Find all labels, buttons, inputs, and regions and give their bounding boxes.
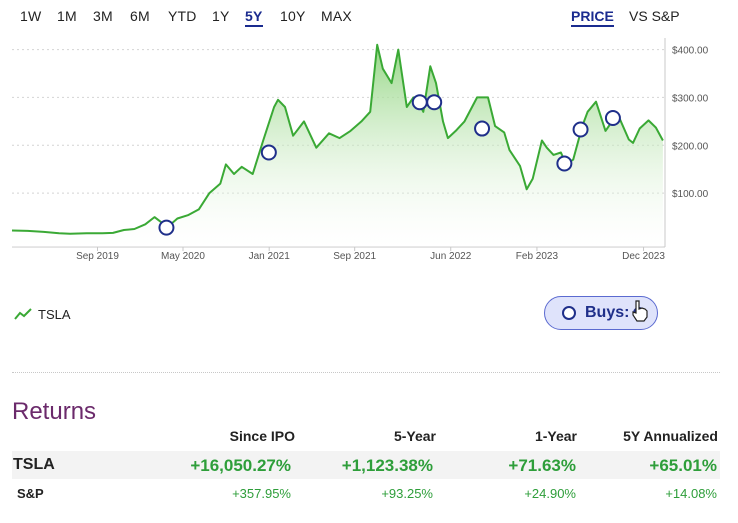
- x-tick-label: Jun 2022: [430, 251, 472, 262]
- sp-5y-annualized: +14.08%: [665, 486, 717, 501]
- section-divider: [12, 372, 720, 373]
- line-chart-icon: [14, 308, 32, 320]
- col-5-year: 5-Year: [393, 428, 436, 444]
- chart-legend: TSLA: [14, 305, 71, 323]
- row-name-tsla: TSLA: [13, 456, 55, 473]
- range-max-button[interactable]: MAX: [321, 8, 352, 24]
- buy-marker: [572, 121, 589, 138]
- range-1y-button[interactable]: 1Y: [212, 8, 230, 24]
- buy-marker: [604, 110, 621, 127]
- x-tick-label: Sep 2021: [333, 251, 376, 262]
- buy-marker: [426, 94, 443, 111]
- x-tick-label: Sep 2019: [76, 251, 119, 262]
- range-ytd-button[interactable]: YTD: [168, 8, 197, 24]
- buy-marker-icon: [562, 306, 576, 320]
- x-tick-label: May 2020: [161, 251, 205, 262]
- range-1w-button[interactable]: 1W: [20, 8, 42, 24]
- sp-since-ipo: +357.95%: [232, 486, 291, 501]
- range-3m-button[interactable]: 3M: [93, 8, 113, 24]
- tsla-1-year: +71.63%: [508, 456, 576, 475]
- buy-marker: [158, 219, 175, 236]
- range-10y-button[interactable]: 10Y: [280, 8, 306, 24]
- buy-marker: [411, 94, 428, 111]
- sp-5-year: +93.25%: [381, 486, 433, 501]
- tsla-5y-annualized: +65.01%: [649, 456, 717, 475]
- hand-cursor-icon: [632, 300, 648, 322]
- y-tick-label: $200.00: [672, 141, 709, 152]
- buys-label: Buys:: [585, 304, 630, 321]
- legend-label: TSLA: [38, 306, 71, 322]
- range-1m-button[interactable]: 1M: [57, 8, 77, 24]
- y-tick-label: $400.00: [672, 46, 709, 57]
- col-since-ipo: Since IPO: [229, 428, 295, 444]
- returns-heading: Returns: [12, 398, 97, 425]
- tsla-5-year: +1,123.38%: [341, 456, 433, 475]
- vs-sp-tab[interactable]: VS S&P: [629, 8, 680, 24]
- buy-marker: [556, 155, 573, 172]
- buy-marker: [474, 120, 491, 137]
- row-name-sp: S&P: [17, 486, 44, 501]
- range-5y-button[interactable]: 5Y: [245, 8, 263, 27]
- table-row-tsla: [12, 451, 720, 479]
- y-tick-label: $300.00: [672, 93, 709, 104]
- price-tab[interactable]: PRICE: [571, 8, 614, 27]
- col-1-year: 1-Year: [534, 428, 577, 444]
- range-6m-button[interactable]: 6M: [130, 8, 150, 24]
- y-tick-label: $100.00: [672, 189, 709, 200]
- price-chart: $100.00 $200.00 $300.00 $400.00 Sep 2019 May …: [11, 38, 709, 262]
- x-tick-label: Jan 2021: [249, 251, 291, 262]
- x-tick-label: Feb 2023: [516, 251, 559, 262]
- tsla-since-ipo: +16,050.27%: [190, 456, 291, 475]
- x-tick-label: Dec 2023: [622, 251, 665, 262]
- col-5y-annualized: 5Y Annualized: [623, 428, 718, 444]
- buy-marker: [260, 144, 277, 161]
- sp-1-year: +24.90%: [524, 486, 576, 501]
- price-area-fill: [12, 44, 663, 247]
